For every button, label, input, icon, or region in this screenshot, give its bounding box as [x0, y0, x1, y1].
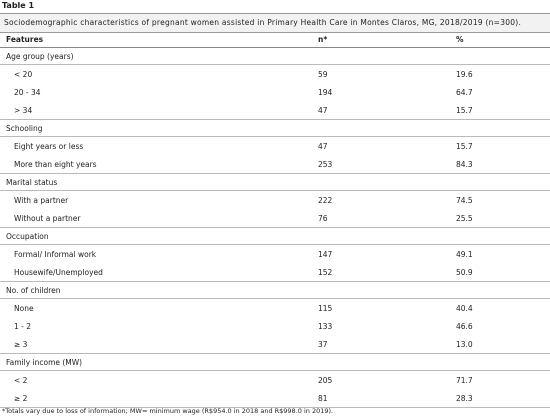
cell: 46.6: [456, 322, 473, 331]
cell: 253: [318, 160, 333, 169]
cell: 49.1: [456, 250, 473, 259]
row-label: None: [14, 304, 34, 313]
cell: 133: [318, 322, 333, 331]
row-rule: [0, 136, 550, 137]
caption: Sociodemographic characteristics of preg…: [4, 18, 522, 27]
cell: 19.6: [456, 70, 473, 79]
header-rule: [0, 47, 550, 48]
group-rule: [0, 281, 550, 282]
group-label: Occupation: [6, 232, 49, 241]
group-label: No. of children: [6, 286, 61, 295]
cell: 40.4: [456, 304, 473, 313]
cell: 37: [318, 340, 328, 349]
row-rule: [0, 64, 550, 65]
row-label: 1 - 2: [14, 322, 32, 331]
group-rule: [0, 353, 550, 354]
group-rule: [0, 227, 550, 228]
cell: 147: [318, 250, 333, 259]
cell: 115: [318, 304, 333, 313]
cell: 50.9: [456, 268, 473, 277]
group-label: Schooling: [6, 124, 43, 133]
cell: 81: [318, 394, 328, 403]
column-header: n*: [318, 35, 328, 44]
row-rule: [0, 298, 550, 299]
cell: 25.5: [456, 214, 473, 223]
cell: 59: [318, 70, 328, 79]
group-rule: [0, 173, 550, 174]
group-rule: [0, 119, 550, 120]
cell: 64.7: [456, 88, 473, 97]
row-label: > 34: [14, 106, 33, 115]
cell: 194: [318, 88, 333, 97]
cell: 13.0: [456, 340, 473, 349]
row-rule: [0, 190, 550, 191]
cell: 71.7: [456, 376, 473, 385]
cell: 205: [318, 376, 333, 385]
cell: 76: [318, 214, 328, 223]
row-label: < 2: [14, 376, 28, 385]
cell: 15.7: [456, 106, 473, 115]
row-label: < 20: [14, 70, 33, 79]
caption-box: Sociodemographic characteristics of preg…: [0, 13, 550, 33]
cell: 15.7: [456, 142, 473, 151]
group-label: Marital status: [6, 178, 58, 187]
footnote: *Totals vary due to loss of information;…: [2, 407, 334, 415]
row-label: Housewife/Unemployed: [14, 268, 103, 277]
row-label: Without a partner: [14, 214, 81, 223]
row-rule: [0, 244, 550, 245]
cell: 47: [318, 106, 328, 115]
cell: 28.3: [456, 394, 473, 403]
cell: 74.5: [456, 196, 473, 205]
cell: 47: [318, 142, 328, 151]
row-label: ≥ 2: [14, 394, 28, 403]
cell: 152: [318, 268, 333, 277]
row-label: Eight years or less: [14, 142, 84, 151]
group-rule: [0, 407, 550, 408]
cell: 222: [318, 196, 333, 205]
row-label: 20 - 34: [14, 88, 41, 97]
group-label: Family income (MW): [6, 358, 83, 367]
cell: 84.3: [456, 160, 473, 169]
table-title: Table 1: [2, 1, 35, 10]
column-header: %: [456, 35, 464, 44]
row-label: Formal/ Informal work: [14, 250, 97, 259]
column-header: Features: [6, 35, 44, 44]
group-label: Age group (years): [6, 52, 74, 61]
row-label: More than eight years: [14, 160, 97, 169]
row-label: With a partner: [14, 196, 69, 205]
row-rule: [0, 370, 550, 371]
row-label: ≥ 3: [14, 340, 28, 349]
